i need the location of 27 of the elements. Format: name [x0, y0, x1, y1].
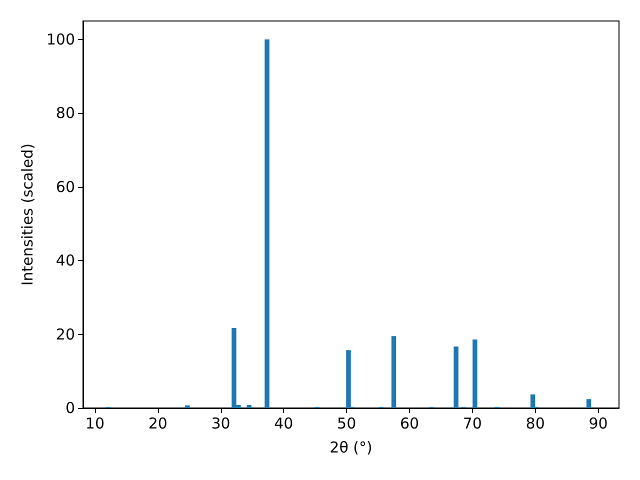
y-axis-title: Intensities (scaled): [18, 143, 36, 286]
bar: [185, 405, 190, 408]
bar: [586, 399, 592, 408]
bar: [246, 405, 252, 408]
y-tick-label: 0: [65, 399, 75, 417]
x-tick-label: 80: [526, 414, 545, 432]
bar: [264, 39, 270, 408]
bar: [391, 336, 396, 408]
bar: [472, 339, 478, 408]
x-tick-label: 30: [211, 414, 230, 432]
y-tick-label: 20: [56, 325, 75, 344]
bar: [232, 328, 236, 408]
x-axis-title: 2θ (°): [330, 438, 372, 456]
y-tick-label: 40: [56, 252, 75, 270]
bar: [530, 394, 536, 408]
y-tick-label: 80: [56, 104, 75, 122]
x-tick-label: 70: [462, 414, 482, 432]
x-tick-label: 40: [274, 414, 294, 432]
x-tick-label: 90: [588, 414, 608, 432]
bar: [346, 350, 351, 408]
bar: [454, 346, 458, 408]
y-tick-label: 60: [56, 178, 75, 196]
y-tick-label: 100: [46, 30, 75, 48]
x-tick-label: 60: [400, 414, 420, 432]
x-tick-label: 20: [148, 414, 168, 432]
x-tick-label: 50: [337, 414, 356, 432]
x-tick-label: 10: [85, 414, 104, 432]
